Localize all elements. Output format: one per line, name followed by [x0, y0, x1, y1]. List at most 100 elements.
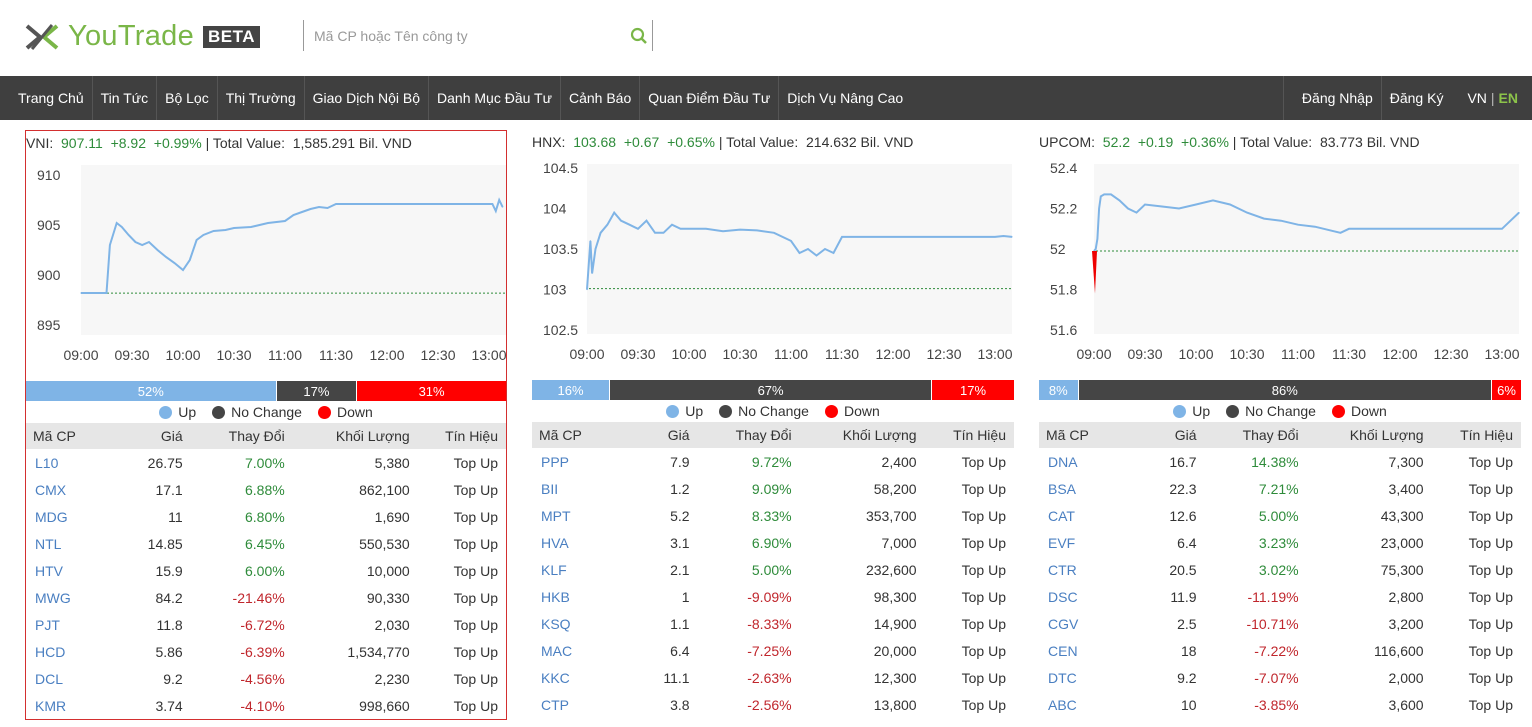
index-chart[interactable]: 51.6 51.8 52 52.2 52.4 09:00 09:30 10:00 10:30 11… [1039, 154, 1521, 379]
table-row[interactable]: DNA 16.7 14.38% 7,300 Top Up [1039, 448, 1521, 475]
table-row[interactable]: BSA 22.3 7.21% 3,400 Top Up [1039, 475, 1521, 502]
nav-home[interactable]: Trang Chủ [0, 76, 93, 120]
y-tick-label: 52.4 [1050, 160, 1077, 176]
search-input[interactable] [304, 20, 626, 51]
table-row[interactable]: PJT 11.8 -6.72% 2,030 Top Up [26, 611, 506, 638]
index-chart[interactable]: 102.5 103 103.5 104 104.5 09:00 09:30 10:00 10:3… [532, 154, 1014, 379]
ticker-link[interactable]: CTR [1048, 561, 1077, 578]
data-point [233, 227, 235, 229]
table-row[interactable]: DTC 9.2 -7.07% 2,000 Top Up [1039, 664, 1521, 691]
table-row[interactable]: CTR 20.5 3.02% 75,300 Top Up [1039, 556, 1521, 583]
signal-cell: Top Up [961, 696, 1006, 713]
ticker-link[interactable]: PJT [35, 616, 60, 633]
table-row[interactable]: DCL 9.2 -4.56% 2,230 Top Up [26, 665, 506, 692]
lang-vn[interactable]: VN [1467, 90, 1487, 106]
ticker-link[interactable]: PPP [541, 453, 570, 470]
nav-market[interactable]: Thị Trường [218, 76, 305, 120]
breadth-legend: Up No Change Down [26, 401, 506, 423]
nav-investment-views[interactable]: Quan Điểm Đầu Tư [640, 76, 780, 120]
ticker-link[interactable]: NTL [35, 535, 62, 552]
signal-cell: Top Up [1468, 561, 1513, 578]
table-row[interactable]: EVF 6.4 3.23% 23,000 Top Up [1039, 529, 1521, 556]
data-point [841, 236, 843, 238]
ticker-link[interactable]: EVF [1048, 534, 1076, 551]
ticker-link[interactable]: CEN [1048, 642, 1078, 659]
ticker-link[interactable]: DNA [1048, 453, 1078, 470]
ticker-link[interactable]: BSA [1048, 480, 1077, 497]
table-row[interactable]: HTV 15.9 6.00% 10,000 Top Up [26, 557, 506, 584]
ticker-link[interactable]: KLF [541, 561, 567, 578]
table-row[interactable]: ABC 10 -3.85% 3,600 Top Up [1039, 691, 1521, 718]
data-point [591, 272, 593, 274]
nav-premium-services[interactable]: Dịch Vụ Nâng Cao [787, 90, 904, 106]
table-row[interactable]: L10 26.75 7.00% 5,380 Top Up [26, 449, 506, 476]
column-header: Thay Đổi [1242, 427, 1299, 443]
ticker-link[interactable]: HTV [35, 562, 63, 579]
table-row[interactable]: HCD 5.86 -6.39% 1,534,770 Top Up [26, 638, 506, 665]
ticker-link[interactable]: CAT [1048, 507, 1075, 524]
table-header-row: Mã CP Giá Thay Đổi Khối Lượng Tín Hiệu [26, 423, 506, 449]
table-row[interactable]: HVA 3.1 6.90% 7,000 Top Up [532, 529, 1014, 556]
index-chart[interactable]: 895 900 905 910 09:00 09:30 10:00 10:30 11:00 11:… [26, 155, 507, 380]
table-row[interactable]: KKC 11.1 -2.63% 12,300 Top Up [532, 664, 1014, 691]
data-point [679, 228, 682, 230]
ticker-link[interactable]: CGV [1048, 615, 1079, 632]
lang-en[interactable]: EN [1498, 90, 1518, 106]
ticker-link[interactable]: DTC [1048, 669, 1077, 686]
ticker-link[interactable]: DSC [1048, 588, 1078, 605]
table-row[interactable]: CEN 18 -7.22% 116,600 Top Up [1039, 637, 1521, 664]
table-row[interactable]: HKB 1 -9.09% 98,300 Top Up [532, 583, 1014, 610]
ticker-link[interactable]: L10 [35, 454, 59, 471]
ticker-link[interactable]: BII [541, 480, 559, 497]
ticker-link[interactable]: HCD [35, 643, 66, 660]
data-point [1178, 207, 1180, 210]
ticker-link[interactable]: MDG [35, 508, 68, 525]
table-row[interactable]: PPP 7.9 9.72% 2,400 Top Up [532, 448, 1014, 475]
login-link[interactable]: Đăng Nhập [1282, 76, 1381, 120]
search-icon[interactable] [626, 23, 652, 49]
register-link[interactable]: Đăng Ký [1380, 76, 1452, 120]
table-row[interactable]: KMR 3.74 -4.10% 998,660 Top Up [26, 692, 506, 719]
nav-news[interactable]: Tin Tức [93, 76, 158, 120]
table-row[interactable]: MPT 5.2 8.33% 353,700 Top Up [532, 502, 1014, 529]
table-row[interactable]: CGV 2.5 -10.71% 3,200 Top Up [1039, 610, 1521, 637]
table-row[interactable]: CAT 12.6 5.00% 43,300 Top Up [1039, 502, 1521, 529]
price-cell: 2.1 [670, 561, 690, 578]
ticker-link[interactable]: HVA [541, 534, 569, 551]
ticker-link[interactable]: KSQ [541, 615, 571, 632]
data-point [224, 229, 227, 231]
ticker-link[interactable]: DCL [35, 670, 64, 687]
table-row[interactable]: MWG 84.2 -21.46% 90,330 Top Up [26, 584, 506, 611]
table-row[interactable]: DSC 11.9 -11.19% 2,800 Top Up [1039, 583, 1521, 610]
table-row[interactable]: NTL 14.85 6.45% 550,530 Top Up [26, 530, 506, 557]
ticker-link[interactable]: ABC [1048, 696, 1077, 713]
table-row[interactable]: KLF 2.1 5.00% 232,600 Top Up [532, 556, 1014, 583]
table-row[interactable]: KSQ 1.1 -8.33% 14,900 Top Up [532, 610, 1014, 637]
ticker-link[interactable]: MPT [541, 507, 571, 524]
table-row[interactable]: CTP 3.8 -2.56% 13,800 Top Up [532, 691, 1014, 718]
ticker-link[interactable]: KKC [541, 669, 570, 686]
nav-portfolio[interactable]: Danh Mục Đầu Tư [429, 76, 561, 120]
table-row[interactable]: CMX 17.1 6.88% 862,100 Top Up [26, 476, 506, 503]
table-row[interactable]: MDG 11 6.80% 1,690 Top Up [26, 503, 506, 530]
table-row[interactable]: MAC 6.4 -7.25% 20,000 Top Up [532, 637, 1014, 664]
price-cell: 22.3 [1169, 480, 1197, 497]
column-header: Khối Lượng [1349, 427, 1424, 443]
ticker-link[interactable]: MWG [35, 589, 71, 606]
change-cell: -2.63% [747, 669, 792, 686]
table-row[interactable]: BII 1.2 9.09% 58,200 Top Up [532, 475, 1014, 502]
ticker-link[interactable]: CMX [35, 481, 67, 498]
ticker-link[interactable]: MAC [541, 642, 573, 659]
nav-filter[interactable]: Bộ Lọc [157, 76, 218, 120]
nav-alerts[interactable]: Cảnh Báo [561, 76, 641, 120]
x-tick-label: 10:30 [1229, 346, 1264, 362]
logo[interactable]: YouTrade BETA [24, 20, 261, 53]
ticker-link[interactable]: CTP [541, 696, 569, 713]
data-point [620, 220, 622, 222]
ticker-link[interactable]: HKB [541, 588, 570, 605]
change-cell: -8.33% [747, 615, 792, 632]
change-cell: 5.00% [751, 561, 792, 578]
change-cell: 14.38% [1251, 453, 1299, 470]
nav-insider-trading[interactable]: Giao Dịch Nội Bộ [305, 76, 430, 120]
ticker-link[interactable]: KMR [35, 697, 67, 714]
